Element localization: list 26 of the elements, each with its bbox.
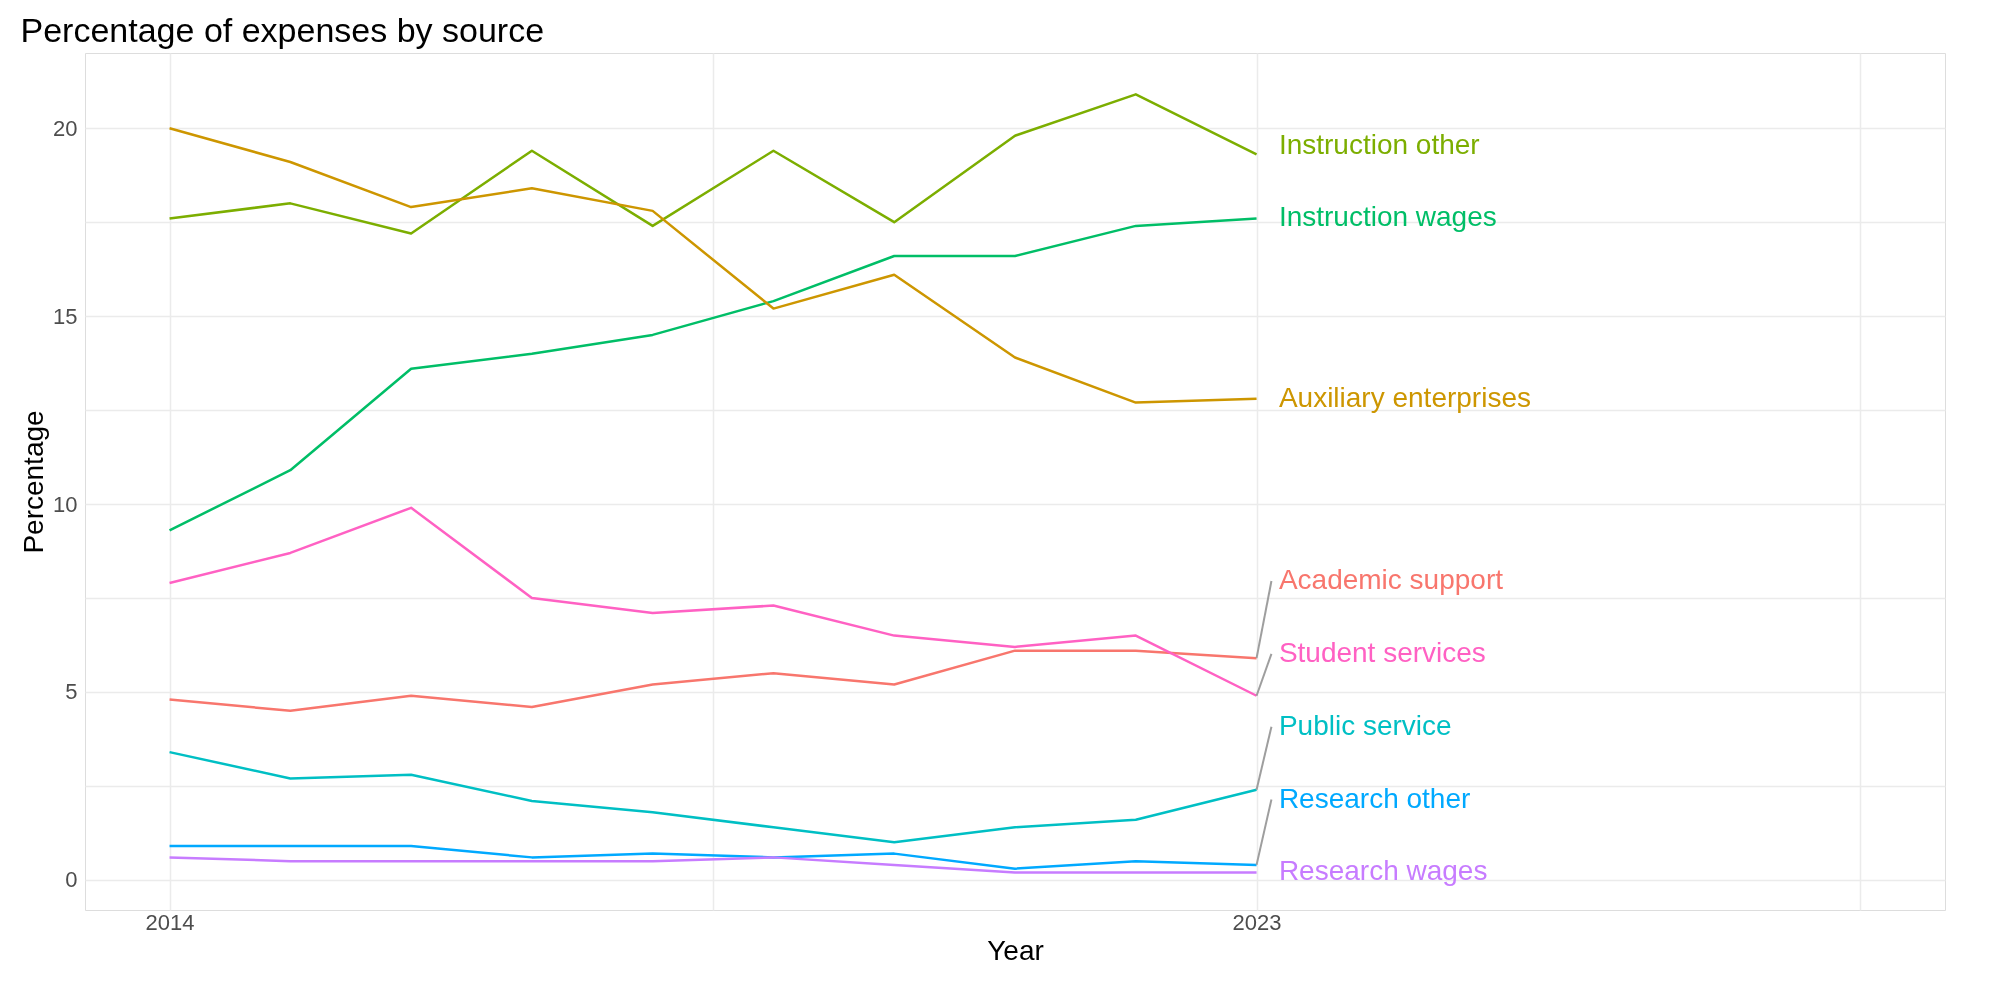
text: Academic support	[1278, 564, 1504, 596]
series-label: Public service	[1278, 709, 1452, 741]
series-label: Instruction wages	[1278, 201, 1497, 233]
y-tick-label: 10	[53, 491, 78, 517]
line-series	[168, 93, 1258, 235]
y-tick-label: 5	[65, 679, 78, 705]
y-axis-title: Percentage	[18, 410, 50, 554]
x-tick-label: 2014	[145, 909, 195, 935]
line-series	[168, 856, 1258, 874]
series-label: Instruction other	[1278, 128, 1480, 160]
line-series	[168, 750, 1258, 844]
line-series	[168, 217, 1258, 532]
series-label: Auxiliary enterprises	[1278, 381, 1531, 413]
line-series	[168, 506, 1258, 697]
line-series	[168, 126, 1258, 404]
series-label: Research wages	[1278, 855, 1488, 887]
y-tick-label: 0	[65, 867, 78, 893]
series-label: Student services	[1278, 636, 1486, 668]
line-series	[168, 844, 1258, 870]
x-tick-label: 2023	[1232, 909, 1282, 935]
chart-title: Percentage of expenses by source	[20, 11, 545, 49]
x-axis-title: Year	[987, 934, 1044, 966]
line-series	[168, 649, 1258, 713]
y-tick-label: 20	[53, 115, 78, 141]
y-tick-label: 15	[53, 303, 78, 329]
series-label: Research other	[1278, 782, 1471, 814]
